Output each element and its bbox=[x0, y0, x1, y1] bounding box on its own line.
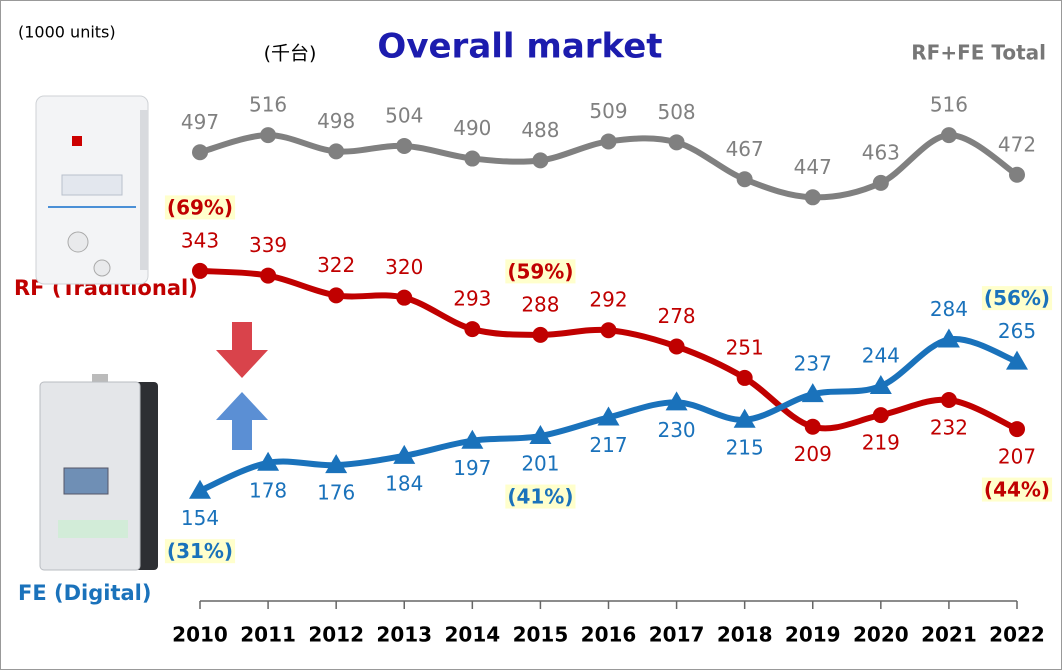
x-tick-label: 2019 bbox=[785, 623, 841, 647]
marker bbox=[737, 370, 753, 386]
x-tick-label: 2022 bbox=[989, 623, 1045, 647]
data-label: 490 bbox=[453, 116, 491, 140]
x-tick-label: 2020 bbox=[853, 623, 909, 647]
data-label: 288 bbox=[521, 292, 559, 316]
fe-heater-image bbox=[40, 374, 158, 570]
x-tick-label: 2015 bbox=[513, 623, 569, 647]
data-label: 232 bbox=[930, 416, 968, 440]
share-label-group: (59%) bbox=[505, 259, 575, 283]
data-label: 509 bbox=[589, 99, 627, 123]
total-label: RF+FE Total bbox=[911, 41, 1046, 65]
data-label: 498 bbox=[317, 109, 355, 133]
data-label: 215 bbox=[726, 435, 764, 459]
share-label: (31%) bbox=[167, 539, 233, 563]
data-label: 219 bbox=[862, 431, 900, 455]
marker bbox=[873, 407, 889, 423]
data-label: 265 bbox=[998, 319, 1036, 343]
marker bbox=[192, 263, 208, 279]
data-label: 472 bbox=[998, 132, 1036, 156]
data-label: 497 bbox=[181, 110, 219, 134]
x-tick-label: 2017 bbox=[649, 623, 705, 647]
data-label: 292 bbox=[589, 288, 627, 312]
share-label-group: (41%) bbox=[505, 485, 575, 509]
data-label: 176 bbox=[317, 481, 355, 505]
x-tick-label: 2013 bbox=[376, 623, 432, 647]
fe-label: FE (Digital) bbox=[18, 581, 151, 605]
data-label: 207 bbox=[998, 445, 1036, 469]
x-tick-label: 2014 bbox=[444, 623, 500, 647]
marker bbox=[805, 419, 821, 435]
data-label: 339 bbox=[249, 233, 287, 257]
data-label: 217 bbox=[589, 433, 627, 457]
x-tick-label: 2016 bbox=[581, 623, 637, 647]
chart: (1000 units) (千台) Overall market RF+FE T… bbox=[0, 0, 1062, 670]
data-label: 320 bbox=[385, 255, 423, 279]
marker bbox=[873, 175, 889, 191]
data-label: 278 bbox=[657, 304, 695, 328]
rf-heater-image bbox=[36, 96, 148, 284]
share-label: (56%) bbox=[984, 286, 1050, 310]
data-label: 197 bbox=[453, 456, 491, 480]
marker bbox=[1009, 167, 1025, 183]
data-label: 237 bbox=[794, 352, 832, 376]
data-label: 504 bbox=[385, 103, 423, 127]
data-label: 178 bbox=[249, 478, 287, 502]
marker bbox=[396, 290, 412, 306]
share-label: (59%) bbox=[507, 259, 573, 283]
marker bbox=[260, 268, 276, 284]
x-tick-label: 2012 bbox=[308, 623, 364, 647]
data-label: 508 bbox=[657, 100, 695, 124]
marker bbox=[669, 339, 685, 355]
data-label: 447 bbox=[794, 155, 832, 179]
marker bbox=[396, 138, 412, 154]
share-label-group: (31%) bbox=[165, 539, 235, 563]
data-label: 154 bbox=[181, 506, 219, 530]
data-label: 184 bbox=[385, 471, 423, 495]
x-tick-label: 2021 bbox=[921, 623, 977, 647]
marker bbox=[601, 133, 617, 149]
marker bbox=[464, 321, 480, 337]
marker bbox=[941, 127, 957, 143]
marker bbox=[532, 327, 548, 343]
data-label: 244 bbox=[862, 344, 900, 368]
chart-title: Overall market bbox=[377, 27, 662, 67]
marker bbox=[601, 322, 617, 338]
share-label: (69%) bbox=[167, 195, 233, 219]
share-label: (44%) bbox=[984, 478, 1050, 502]
unit-note: (1000 units) bbox=[18, 23, 116, 42]
data-label: 343 bbox=[181, 228, 219, 252]
marker bbox=[532, 152, 548, 168]
marker bbox=[464, 151, 480, 167]
share-label-group: (69%) bbox=[165, 195, 235, 219]
marker bbox=[328, 287, 344, 303]
marker bbox=[805, 189, 821, 205]
marker bbox=[669, 134, 685, 150]
data-label: 293 bbox=[453, 287, 491, 311]
x-tick-label: 2010 bbox=[172, 623, 228, 647]
marker bbox=[192, 144, 208, 160]
share-label: (41%) bbox=[507, 485, 573, 509]
data-label: 230 bbox=[657, 418, 695, 442]
data-label: 201 bbox=[521, 452, 559, 476]
marker bbox=[941, 392, 957, 408]
data-label: 516 bbox=[930, 93, 968, 117]
marker bbox=[1009, 421, 1025, 437]
share-label-group: (44%) bbox=[982, 478, 1052, 502]
data-label: 463 bbox=[862, 140, 900, 164]
subtitle: (千台) bbox=[264, 43, 317, 65]
share-label-group: (56%) bbox=[982, 286, 1052, 310]
data-label: 488 bbox=[521, 118, 559, 142]
data-label: 322 bbox=[317, 253, 355, 277]
data-label: 284 bbox=[930, 297, 968, 321]
data-label: 209 bbox=[794, 442, 832, 466]
data-label: 467 bbox=[726, 137, 764, 161]
marker bbox=[260, 127, 276, 143]
data-label: 516 bbox=[249, 93, 287, 117]
x-tick-label: 2011 bbox=[240, 623, 296, 647]
marker bbox=[737, 171, 753, 187]
marker bbox=[328, 143, 344, 159]
data-label: 251 bbox=[726, 335, 764, 359]
x-tick-label: 2018 bbox=[717, 623, 773, 647]
